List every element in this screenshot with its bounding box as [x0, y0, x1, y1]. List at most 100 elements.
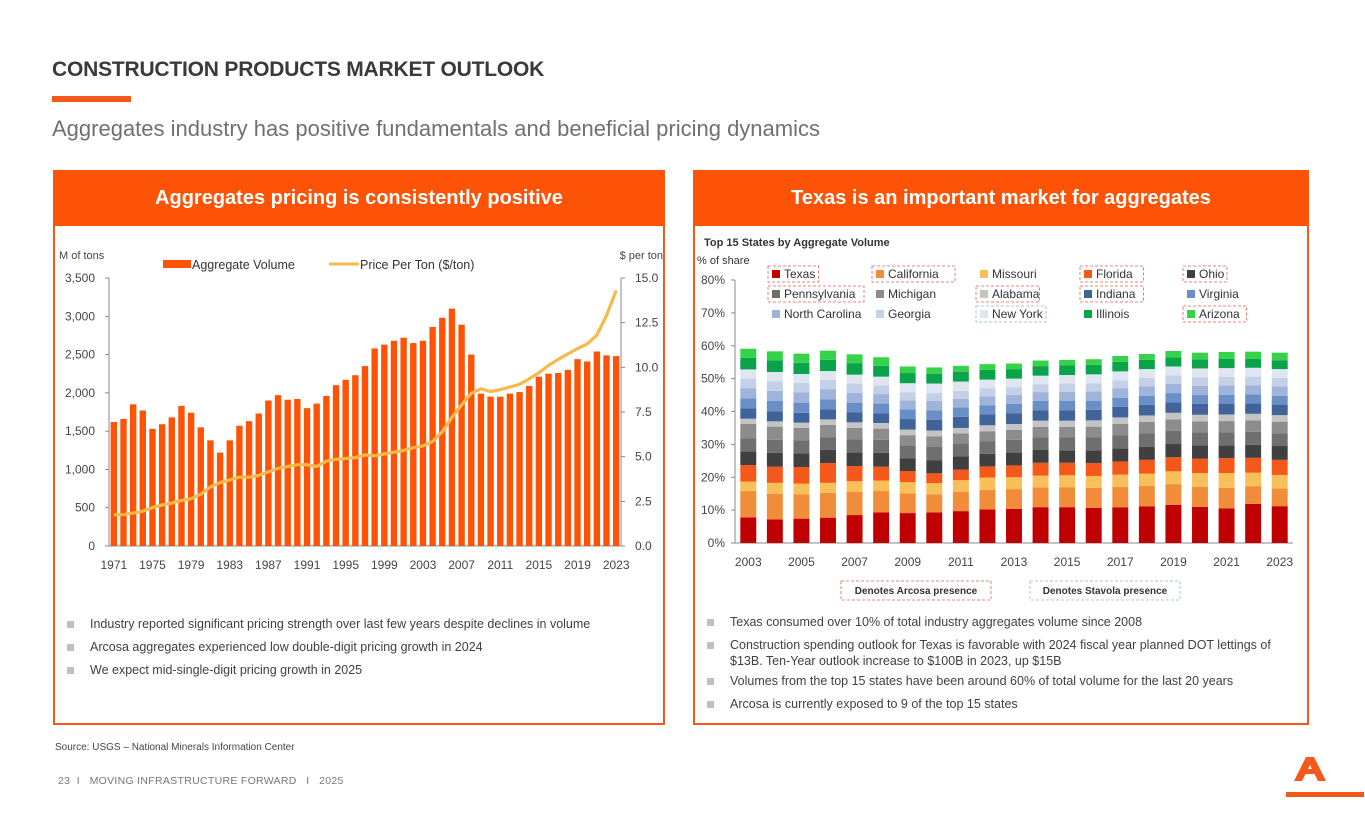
stack-segment: [766, 372, 783, 382]
stack-segment: [952, 492, 969, 512]
stack-segment: [1245, 351, 1262, 359]
stack-segment: [1192, 395, 1208, 404]
bullet-text: Construction spending outlook for Texas …: [730, 638, 1271, 668]
x-tick-label: 2003: [735, 555, 762, 569]
stack-segment: [952, 365, 969, 372]
volume-bar: [110, 421, 118, 546]
legend-label: Florida: [1096, 267, 1133, 281]
legend-swatch: [772, 290, 780, 298]
stack-segment: [1138, 395, 1155, 405]
list-item: Arcosa is currently exposed to 9 of the …: [705, 696, 1300, 712]
stack-segment: [1271, 386, 1288, 396]
x-tick-label: 2007: [841, 555, 868, 569]
y-tick-label: 2,000: [65, 386, 95, 400]
volume-bar: [448, 308, 456, 546]
stack-segment: [979, 509, 996, 543]
stack-segment: [1112, 397, 1129, 407]
volume-bar: [458, 324, 465, 546]
legend-label: Virginia: [1199, 287, 1239, 301]
stack-segment: [952, 390, 969, 399]
volume-bar: [526, 385, 533, 546]
arcosa-presence-box: [767, 265, 819, 283]
stack-segment: [820, 492, 836, 518]
list-item: Arcosa aggregates experienced low double…: [65, 639, 655, 655]
stack-segment: [873, 466, 890, 481]
stack-segment: [740, 423, 757, 439]
stack-segment: [820, 424, 836, 438]
volume-bar: [149, 428, 156, 546]
arcosa-presence-box: [1182, 305, 1247, 323]
volume-bar: [603, 355, 610, 546]
stack-segment: [1192, 403, 1208, 415]
volume-bar: [468, 354, 475, 546]
stack-segment: [1138, 353, 1155, 360]
bullet-square-icon: [707, 619, 714, 626]
stack-segment: [899, 435, 916, 446]
stack-segment: [926, 367, 943, 374]
stack-segment: [873, 376, 890, 386]
stack-segment: [1218, 432, 1235, 446]
stack-segment: [846, 383, 863, 393]
stack-segment: [1059, 365, 1076, 376]
stack-segment: [793, 392, 810, 403]
stack-segment: [1032, 400, 1049, 411]
stack-segment: [820, 379, 836, 390]
volume-bar: [574, 359, 581, 546]
stack-segment: [793, 427, 810, 441]
stack-segment: [1032, 487, 1049, 508]
stack-segment: [793, 440, 810, 454]
texas-bullets: Texas consumed over 10% of total industr…: [705, 614, 1300, 719]
stack-segment: [740, 491, 757, 518]
stack-segment: [1245, 403, 1262, 414]
stack-segment: [1245, 385, 1262, 395]
stack-segment: [846, 466, 863, 482]
stack-segment: [820, 371, 836, 380]
volume-bar: [400, 337, 407, 546]
stack-segment: [899, 383, 916, 393]
y-tick-label: 20%: [701, 470, 725, 484]
stack-segment: [899, 482, 916, 494]
stack-segment: [1006, 363, 1022, 370]
stack-segment: [820, 482, 836, 493]
stack-segment: [740, 418, 757, 424]
stack-segment: [793, 412, 810, 423]
volume-bar: [584, 361, 591, 546]
stack-segment: [979, 388, 996, 397]
x-tick-label: 1971: [100, 558, 127, 572]
x-tick-label: 2011: [948, 555, 974, 569]
stack-segment: [1112, 388, 1129, 398]
y-tick-label: 1,000: [65, 462, 95, 476]
stack-segment: [1032, 507, 1049, 543]
x-tick-label: 2013: [1001, 555, 1028, 569]
stack-segment: [1271, 474, 1288, 489]
stack-segment: [979, 364, 996, 370]
stack-segment: [1245, 358, 1262, 368]
stack-segment: [1138, 386, 1155, 396]
legend-label: Illinois: [1096, 307, 1129, 321]
volume-bar: [255, 413, 262, 546]
stack-segment: [1138, 369, 1155, 378]
stack-segment: [1059, 410, 1076, 421]
stack-segment: [1138, 506, 1155, 543]
stack-segment: [926, 473, 943, 484]
legend-swatch: [772, 270, 780, 278]
stack-segment: [1138, 422, 1155, 434]
stack-segment: [1006, 429, 1022, 440]
volume-bar: [381, 344, 388, 546]
bullet-square-icon: [707, 642, 714, 649]
y-tick-label: 50%: [701, 372, 725, 386]
stack-segment: [1138, 377, 1155, 387]
stack-segment: [1165, 366, 1182, 376]
volume-bar: [352, 375, 359, 546]
stack-segment: [1165, 351, 1182, 358]
stack-segment: [1006, 477, 1022, 490]
volume-bar: [535, 376, 543, 546]
stack-segment: [740, 481, 757, 492]
x-tick-label: 2003: [410, 558, 437, 572]
stack-segment: [1245, 486, 1262, 504]
stack-segment: [820, 437, 836, 450]
stack-segment: [1032, 475, 1049, 488]
stack-segment: [820, 517, 836, 543]
stack-segment: [793, 483, 810, 495]
stack-segment: [979, 431, 996, 442]
